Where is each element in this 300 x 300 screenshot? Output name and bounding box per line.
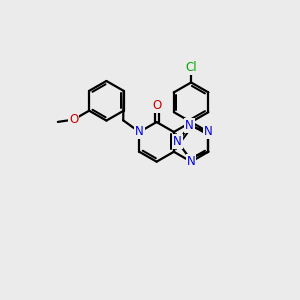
Text: N: N: [187, 155, 196, 168]
Text: N: N: [173, 135, 182, 148]
Text: O: O: [152, 99, 161, 112]
Text: N: N: [185, 119, 194, 132]
Text: Cl: Cl: [185, 61, 197, 74]
Text: N: N: [135, 125, 144, 139]
Text: N: N: [185, 119, 194, 132]
Text: O: O: [69, 113, 78, 126]
Text: Cl: Cl: [185, 61, 197, 74]
Text: N: N: [187, 155, 196, 168]
Text: N: N: [135, 125, 144, 139]
Text: N: N: [204, 125, 213, 139]
Text: O: O: [69, 113, 78, 126]
Text: O: O: [152, 99, 161, 112]
Text: N: N: [204, 125, 213, 139]
Text: N: N: [173, 135, 182, 148]
